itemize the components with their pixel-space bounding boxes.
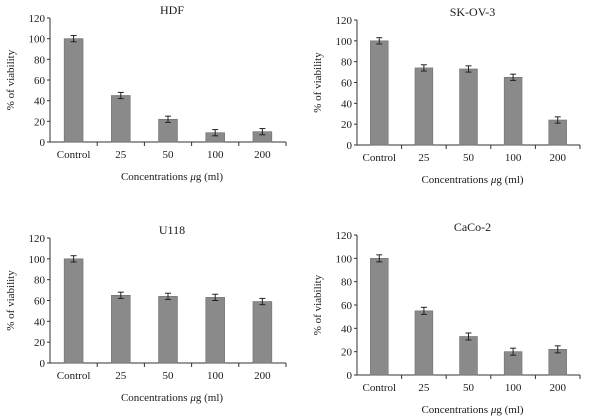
bar <box>548 119 567 146</box>
bar <box>111 95 131 143</box>
y-tick-label: 80 <box>341 277 353 289</box>
bar <box>205 297 225 364</box>
x-tick-label: 100 <box>505 152 522 164</box>
y-tick-label: 80 <box>34 54 46 66</box>
x-tick-label: Control <box>57 370 91 382</box>
x-tick-label: Control <box>362 152 396 164</box>
x-axis-label: Concentrations μg (ml) <box>121 392 223 404</box>
bar <box>370 40 389 146</box>
x-tick-label: 100 <box>505 382 522 394</box>
x-axis-label: Concentrations μg (ml) <box>121 171 223 183</box>
bar <box>63 38 84 143</box>
x-axis-label-prefix: Concentrations <box>121 392 190 404</box>
y-tick-label: 60 <box>341 300 353 312</box>
x-tick-label: 50 <box>163 370 175 382</box>
x-tick-label: 50 <box>163 149 175 161</box>
x-tick-label: 200 <box>549 152 566 164</box>
chart-title: CaCo-2 <box>454 220 491 234</box>
bar <box>414 67 434 146</box>
y-tick-label: 100 <box>336 36 353 48</box>
x-tick-label: 200 <box>549 382 566 394</box>
y-axis-label: % of viability <box>5 49 17 110</box>
y-tick-label: 0 <box>347 140 353 152</box>
x-tick-label: 50 <box>463 152 475 164</box>
y-tick-label: 40 <box>34 316 46 328</box>
y-tick-label: 120 <box>336 230 353 242</box>
x-axis-label: Concentrations μg (ml) <box>421 404 523 416</box>
y-tick-label: 100 <box>29 254 46 266</box>
x-axis-label-mu: μ <box>189 171 196 183</box>
y-axis-label: % of viability <box>312 274 324 335</box>
bar <box>459 68 478 146</box>
y-axis-label: % of viability <box>312 52 324 113</box>
x-tick-label: 200 <box>254 370 271 382</box>
x-axis-label-suffix: g (ml) <box>196 392 224 404</box>
y-tick-label: 80 <box>341 57 353 69</box>
bar <box>111 294 131 364</box>
x-tick-label: 200 <box>254 149 271 161</box>
y-tick-label: 0 <box>347 370 353 382</box>
x-tick-label: 100 <box>207 370 224 382</box>
chart-title: SK-OV-3 <box>450 5 496 19</box>
y-tick-label: 100 <box>29 34 46 46</box>
y-tick-label: 60 <box>341 78 353 90</box>
y-tick-label: 0 <box>40 137 46 149</box>
chart-panel: HDF 0 20 40 60 80 100 120 % of viability Control 2… <box>5 3 287 183</box>
x-tick-label: 25 <box>115 149 127 161</box>
y-tick-label: 20 <box>341 347 353 359</box>
chart-panel: CaCo-2 0 20 40 60 80 100 120 % of viability Contr… <box>312 220 581 416</box>
y-tick-label: 100 <box>336 253 353 265</box>
y-tick-label: 20 <box>34 116 46 128</box>
y-tick-label: 60 <box>34 296 46 308</box>
x-axis-label-mu: μ <box>490 404 497 416</box>
x-axis-label-prefix: Concentrations <box>421 404 490 416</box>
x-axis-label-prefix: Concentrations <box>421 174 490 186</box>
chart-title: U118 <box>159 223 185 237</box>
y-tick-label: 120 <box>336 15 353 27</box>
y-tick-label: 0 <box>40 358 46 370</box>
bar <box>252 301 273 364</box>
chart-panel: U118 0 20 40 60 80 100 120 % of viability Control… <box>5 223 287 404</box>
y-axis-label: % of viability <box>5 270 17 331</box>
x-axis-label: Concentrations μg (ml) <box>421 174 523 186</box>
bar <box>503 76 523 146</box>
y-tick-label: 60 <box>34 75 46 87</box>
chart-title: HDF <box>160 3 184 17</box>
x-tick-label: Control <box>57 149 91 161</box>
x-tick-label: Control <box>362 382 396 394</box>
y-tick-label: 20 <box>341 119 353 131</box>
y-tick-label: 80 <box>34 275 46 287</box>
x-axis-label-mu: μ <box>490 174 497 186</box>
x-axis-label-suffix: g (ml) <box>196 171 224 183</box>
y-tick-label: 40 <box>34 96 46 108</box>
chart-panel: SK-OV-3 0 20 40 60 80 100 120 % of viability Cont… <box>312 5 581 186</box>
bar <box>370 258 389 376</box>
bar <box>414 310 434 376</box>
x-axis-label-mu: μ <box>189 392 196 404</box>
x-tick-label: 25 <box>418 152 430 164</box>
x-tick-label: 50 <box>463 382 475 394</box>
y-tick-label: 40 <box>341 323 353 335</box>
bar <box>63 258 84 364</box>
y-tick-label: 20 <box>34 337 46 349</box>
x-axis-label-prefix: Concentrations <box>121 171 190 183</box>
bar <box>158 296 178 364</box>
x-tick-label: 25 <box>115 370 127 382</box>
bar <box>459 336 478 376</box>
y-tick-label: 40 <box>341 98 353 110</box>
x-tick-label: 25 <box>418 382 430 394</box>
y-tick-label: 120 <box>29 233 46 245</box>
x-axis-label-suffix: g (ml) <box>496 174 524 186</box>
x-axis-label-suffix: g (ml) <box>496 404 524 416</box>
x-tick-label: 100 <box>207 149 224 161</box>
y-tick-label: 120 <box>29 13 46 25</box>
